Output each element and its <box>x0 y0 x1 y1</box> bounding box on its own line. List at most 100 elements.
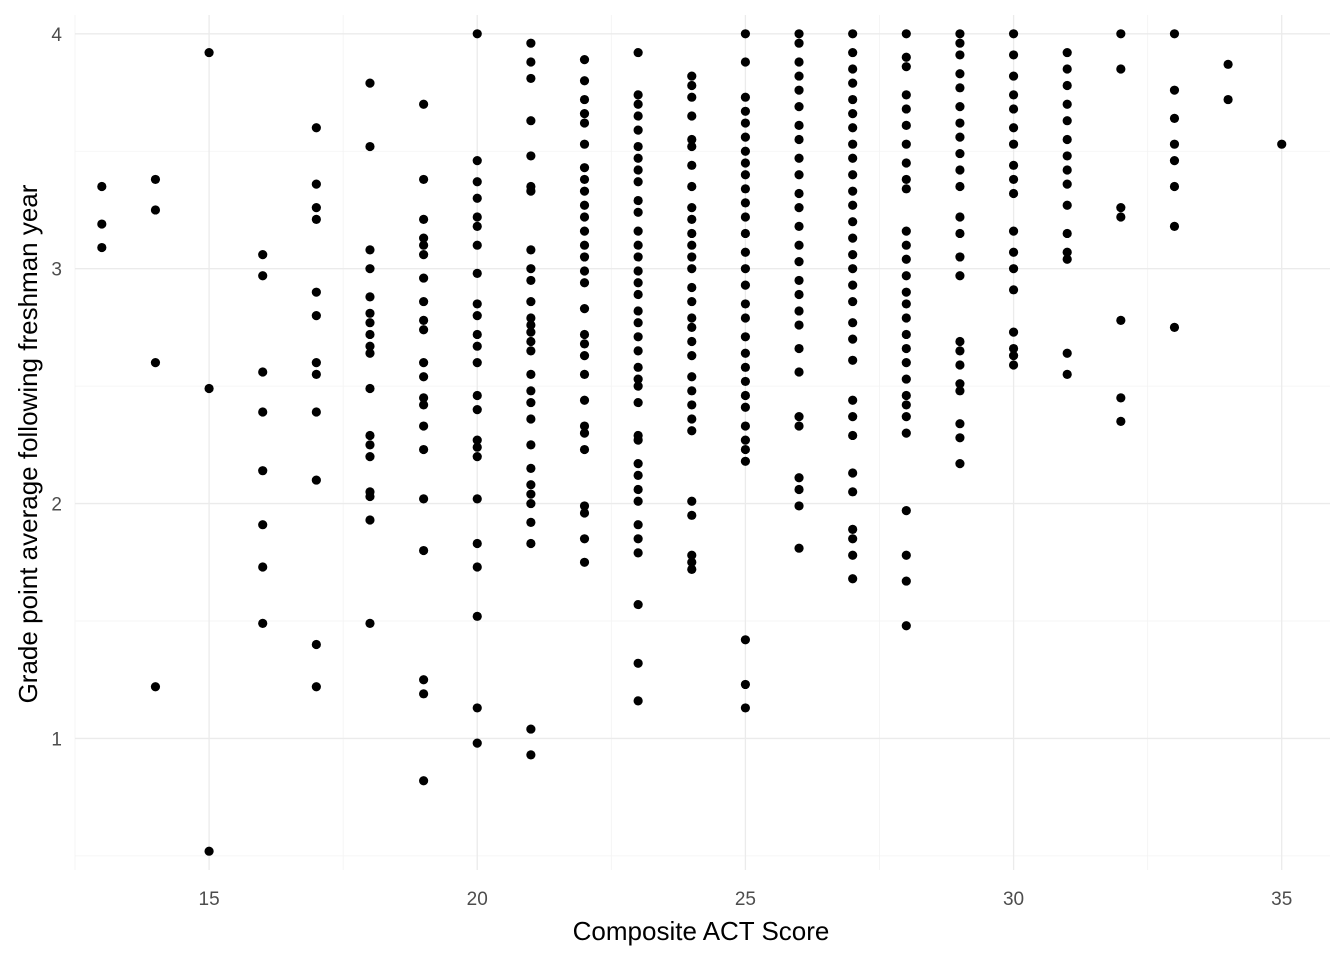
data-point <box>472 738 482 748</box>
data-point <box>740 29 751 39</box>
data-point <box>579 428 590 438</box>
data-point <box>740 299 751 309</box>
data-point <box>794 257 804 267</box>
data-point <box>526 186 536 196</box>
data-point <box>848 78 858 88</box>
data-point <box>633 289 643 300</box>
data-point <box>848 64 858 74</box>
data-point <box>258 271 268 281</box>
data-point <box>1008 264 1019 274</box>
data-point <box>633 318 643 328</box>
data-point <box>579 278 590 288</box>
data-point <box>150 682 161 692</box>
data-point <box>311 203 321 213</box>
data-point <box>848 430 858 441</box>
data-point <box>1116 64 1126 74</box>
data-point <box>311 639 321 650</box>
data-point <box>526 538 536 549</box>
data-point <box>633 346 643 356</box>
y-axis-tick-labels: 1 2 3 4 <box>51 25 62 751</box>
data-point <box>633 207 643 217</box>
data-point <box>740 118 751 128</box>
data-point <box>794 289 804 300</box>
data-point <box>579 174 590 185</box>
data-point <box>204 383 214 394</box>
data-point <box>472 268 482 278</box>
data-point <box>848 468 858 478</box>
data-point <box>204 47 214 58</box>
data-point <box>1116 203 1126 213</box>
data-point <box>955 50 965 60</box>
data-point <box>419 421 429 431</box>
data-point <box>419 249 429 260</box>
data-point <box>633 397 643 408</box>
data-point <box>579 226 590 236</box>
data-point <box>901 390 911 401</box>
data-point <box>1116 416 1126 426</box>
data-point <box>365 341 375 351</box>
data-point <box>258 249 268 260</box>
data-point <box>687 510 697 520</box>
data-point <box>633 459 643 469</box>
data-point <box>848 574 858 584</box>
data-point <box>901 343 911 354</box>
data-point <box>901 158 911 168</box>
data-point <box>365 618 375 628</box>
data-point <box>472 611 482 621</box>
data-point <box>901 506 911 516</box>
data-point <box>687 203 697 213</box>
data-point <box>848 318 858 328</box>
data-point <box>472 156 482 166</box>
data-point <box>526 750 536 760</box>
data-point <box>687 414 697 424</box>
data-point <box>1223 59 1233 69</box>
data-point <box>526 336 536 347</box>
data-point <box>633 362 643 372</box>
data-point <box>633 306 643 316</box>
data-point <box>633 520 643 530</box>
data-point <box>740 362 751 372</box>
data-point <box>258 407 268 417</box>
data-point <box>955 360 965 370</box>
data-point <box>687 264 697 274</box>
y-tick-label: 4 <box>51 25 62 46</box>
data-point <box>311 123 321 133</box>
x-tick-label: 25 <box>735 889 756 910</box>
data-point <box>526 517 536 527</box>
data-point <box>633 534 643 544</box>
data-point <box>687 336 697 347</box>
data-point <box>365 141 375 152</box>
data-point <box>687 322 697 333</box>
data-point <box>848 280 858 290</box>
data-point <box>955 29 965 39</box>
data-point <box>365 318 375 328</box>
data-point <box>419 273 429 283</box>
data-point <box>1223 94 1233 105</box>
data-point <box>740 92 751 102</box>
data-point <box>311 407 321 417</box>
data-point <box>633 90 643 100</box>
data-point <box>687 228 697 239</box>
data-point <box>955 118 965 128</box>
data-point <box>579 55 590 65</box>
data-point <box>579 304 590 314</box>
data-point <box>794 29 804 39</box>
data-point <box>419 174 429 185</box>
data-point <box>579 339 590 349</box>
data-point <box>472 193 482 203</box>
data-point <box>955 252 965 262</box>
data-point <box>526 264 536 274</box>
data-point <box>794 38 804 48</box>
data-point <box>472 390 482 401</box>
data-point <box>633 496 643 506</box>
data-point <box>740 390 751 401</box>
data-point <box>633 125 643 135</box>
data-point <box>794 306 804 316</box>
data-point <box>365 491 375 502</box>
data-point <box>633 266 643 276</box>
data-point <box>472 405 482 415</box>
data-point <box>419 776 429 786</box>
data-point <box>1008 29 1019 39</box>
data-point <box>419 325 429 335</box>
data-point <box>1169 181 1180 192</box>
